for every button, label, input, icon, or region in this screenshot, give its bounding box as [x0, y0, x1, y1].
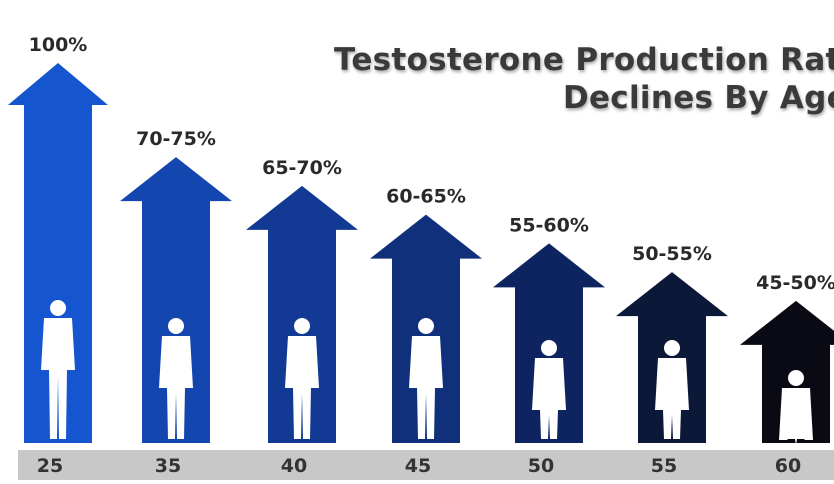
arrow-bar-age-45	[370, 214, 482, 443]
age-tick-label: 55	[651, 455, 677, 477]
elderly-man-with-cane-silhouette-icon	[655, 340, 689, 439]
value-label: 60-65%	[386, 186, 466, 208]
age-tick-label: 45	[405, 455, 431, 477]
chart-title-line-2: Declines By Age	[562, 80, 834, 116]
arrow-bar-age-35	[120, 157, 232, 443]
older-man-silhouette-icon	[409, 318, 443, 439]
standing-man-silhouette-icon	[285, 318, 319, 439]
chart-title-line-1: Testosterone Production Rate	[334, 42, 834, 78]
arrow-bar-age-55	[616, 272, 728, 443]
age-tick-label: 25	[37, 455, 63, 477]
value-label: 100%	[29, 34, 88, 56]
age-tick-label: 35	[155, 455, 181, 477]
age-tick-label: 60	[775, 455, 801, 477]
arrow-bar	[8, 63, 108, 443]
arrow-bar	[616, 272, 728, 443]
value-label: 55-60%	[509, 214, 589, 236]
man-rising-from-chair-silhouette-icon	[779, 370, 813, 445]
arrow-bar-age-25	[8, 63, 108, 443]
value-label: 70-75%	[136, 128, 216, 150]
value-label: 65-70%	[262, 157, 342, 179]
value-label: 50-55%	[632, 243, 712, 265]
age-tick-label: 50	[528, 455, 554, 477]
arrow-bar	[120, 157, 232, 443]
arrow-bar-age-60	[740, 300, 834, 445]
basketball-player-silhouette-icon	[159, 318, 193, 439]
value-label: 45-50%	[756, 272, 834, 294]
athlete-dunking-silhouette-icon	[41, 300, 75, 439]
age-axis-bar	[18, 450, 834, 480]
arrow-bar-age-50	[493, 243, 605, 443]
age-tick-label: 40	[281, 455, 307, 477]
man-with-cane-and-chair-silhouette-icon	[532, 340, 566, 439]
arrow-bar-age-40	[246, 185, 358, 443]
arrow-bar	[246, 185, 358, 443]
